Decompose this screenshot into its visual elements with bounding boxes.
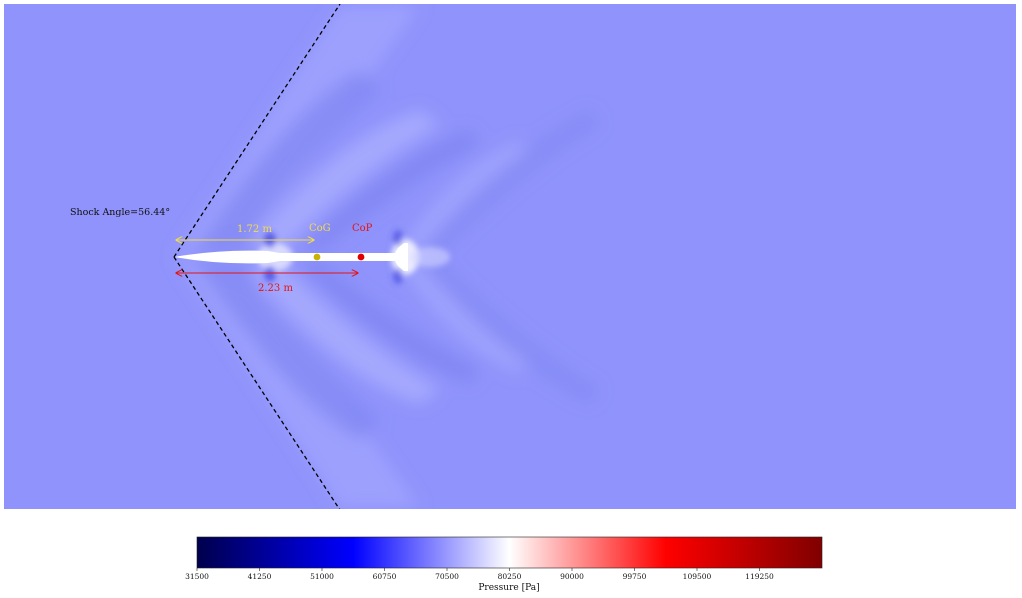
colorbar-tick-label: 90000 — [560, 572, 584, 581]
rocket-body — [174, 243, 408, 271]
pressure-field — [4, 4, 1016, 509]
colorbar-tick-label: 99750 — [623, 572, 647, 581]
cop-distance-label: 2.23 m — [258, 283, 293, 294]
colorbar: 31500 41250 51000 60750 70500 80250 90000 99750… — [185, 536, 823, 593]
colorbar-ticks: 31500 41250 51000 60750 70500 80250 90000 99750… — [185, 568, 774, 581]
shock-line-upper — [173, 4, 341, 258]
colorbar-tick-label: 41250 — [248, 572, 272, 581]
cog-label: CoG — [309, 223, 331, 234]
shock-angle-label: Shock Angle=56.44° — [70, 207, 170, 218]
cog-marker — [313, 253, 321, 261]
cop-label: CoP — [352, 223, 373, 234]
colorbar-tick-label: 31500 — [185, 572, 209, 581]
cog-distance-label: 1.72 m — [237, 224, 272, 235]
colorbar-tick-label: 60750 — [373, 572, 397, 581]
shock-line-lower — [173, 256, 341, 509]
colorbar-tick-label: 109500 — [683, 572, 712, 581]
colorbar-tick-label: 51000 — [310, 572, 334, 581]
colorbar-tick-label: 119250 — [745, 572, 774, 581]
colorbar-label: Pressure [Pa] — [478, 583, 539, 593]
pressure-wave-pattern — [175, 6, 600, 508]
colorbar-tick-label: 70500 — [435, 572, 459, 581]
colorbar-gradient — [196, 536, 823, 569]
field-background — [4, 4, 1016, 509]
cop-marker — [357, 253, 365, 261]
colorbar-tick-label: 80250 — [498, 572, 522, 581]
